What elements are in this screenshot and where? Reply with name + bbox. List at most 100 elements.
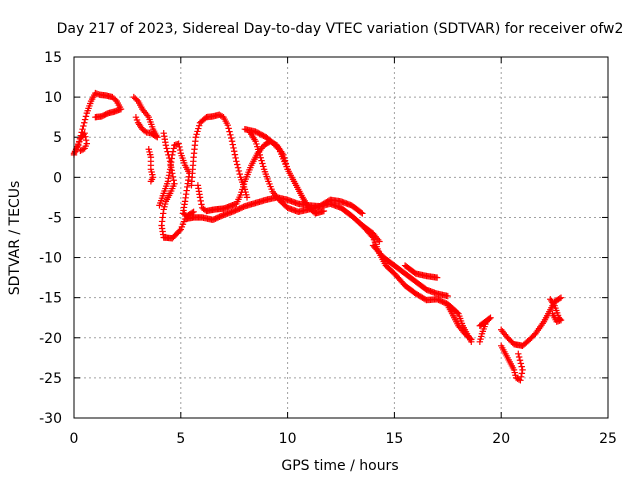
- x-tick-label: 25: [599, 431, 617, 447]
- data-point: [433, 274, 441, 281]
- data-point: [258, 157, 265, 164]
- y-tick-label: -15: [39, 291, 62, 307]
- data-point: [557, 294, 565, 301]
- data-point: [243, 194, 251, 201]
- x-tick-label: 20: [492, 431, 510, 447]
- data-point: [196, 194, 204, 201]
- data-point: [195, 125, 202, 132]
- data-point: [515, 350, 522, 358]
- data-point: [260, 163, 267, 170]
- data-point: [163, 145, 170, 152]
- y-tick-label: -20: [39, 331, 62, 347]
- data-point: [284, 166, 291, 173]
- data-point: [257, 154, 264, 161]
- data-point: [229, 141, 236, 148]
- data-point: [192, 134, 199, 141]
- data-point: [132, 113, 140, 121]
- data-point: [517, 377, 524, 384]
- data-point: [226, 128, 233, 135]
- axis-ticks: [73, 56, 609, 419]
- data-point: [320, 207, 328, 215]
- data-point: [147, 178, 155, 185]
- data-point: [236, 170, 243, 178]
- data-point: [232, 154, 239, 162]
- data-point: [515, 353, 523, 361]
- data-point: [274, 144, 281, 152]
- data-point: [169, 151, 176, 159]
- data-point: [477, 321, 485, 329]
- data-point: [224, 121, 231, 129]
- data-point: [444, 292, 451, 300]
- data-point: [517, 360, 525, 367]
- data-point: [230, 144, 237, 152]
- data-point: [518, 363, 525, 370]
- data-point: [170, 145, 177, 152]
- grid-lines: [74, 57, 608, 418]
- data-point: [169, 173, 177, 180]
- data-point: [170, 177, 177, 184]
- data-points: [70, 89, 565, 384]
- data-point: [112, 96, 119, 103]
- data-point: [231, 148, 238, 155]
- x-tick-label: 15: [385, 431, 403, 447]
- y-tick-label: -25: [39, 371, 62, 387]
- data-point: [519, 366, 526, 374]
- data-point: [357, 209, 365, 216]
- y-tick-labels: -30 -25 -20 -15 -10 -5 0 5 10 15: [39, 50, 62, 427]
- data-point: [175, 140, 182, 147]
- y-tick-label: 15: [44, 50, 62, 66]
- data-point: [227, 131, 234, 139]
- data-point: [468, 336, 475, 343]
- data-point: [92, 113, 99, 121]
- data-point: [518, 370, 526, 377]
- data-point: [81, 130, 88, 137]
- chart-title: Day 217 of 2023, Sidereal Day-to-day VTE…: [57, 21, 624, 37]
- data-point: [78, 146, 86, 154]
- data-point: [176, 146, 184, 154]
- data-point: [225, 125, 232, 132]
- x-tick-label: 0: [70, 431, 79, 447]
- data-point: [231, 151, 239, 158]
- data-point: [197, 197, 204, 205]
- data-point: [259, 160, 266, 167]
- y-tick-label: 10: [44, 90, 62, 106]
- data-point: [134, 119, 142, 126]
- data-point: [466, 335, 474, 342]
- data-point: [198, 201, 205, 208]
- data-point: [82, 136, 90, 144]
- data-point: [162, 142, 170, 149]
- y-tick-label: -10: [39, 251, 62, 267]
- data-point: [228, 134, 235, 142]
- data-point: [516, 357, 524, 364]
- data-point: [233, 158, 240, 165]
- data-point: [256, 151, 264, 159]
- data-point: [81, 116, 89, 123]
- y-tick-label: 0: [53, 170, 62, 186]
- data-point: [454, 309, 461, 316]
- plot-frame: [73, 56, 609, 419]
- data-point: [228, 138, 236, 145]
- data-point: [233, 161, 241, 168]
- data-point: [368, 232, 376, 240]
- data-point: [195, 122, 203, 129]
- data-point: [549, 310, 556, 317]
- y-tick-label: -5: [48, 210, 62, 226]
- data-point: [190, 208, 197, 216]
- y-tick-label: 5: [53, 130, 62, 146]
- x-axis-label: GPS time / hours: [281, 458, 398, 474]
- data-point: [235, 167, 243, 175]
- x-tick-labels: 0 5 10 15 20 25: [70, 431, 617, 447]
- x-tick-label: 5: [176, 431, 185, 447]
- data-point: [79, 126, 86, 133]
- data-point: [133, 116, 141, 124]
- x-tick-label: 10: [279, 431, 297, 447]
- y-tick-label: -30: [39, 411, 62, 427]
- data-point: [82, 113, 90, 120]
- data-point: [176, 143, 183, 151]
- data-point: [169, 148, 177, 155]
- y-axis-label: SDTVAR / TECUs: [7, 181, 23, 296]
- data-point: [164, 148, 171, 155]
- data-point: [81, 119, 88, 126]
- data-point: [234, 164, 242, 171]
